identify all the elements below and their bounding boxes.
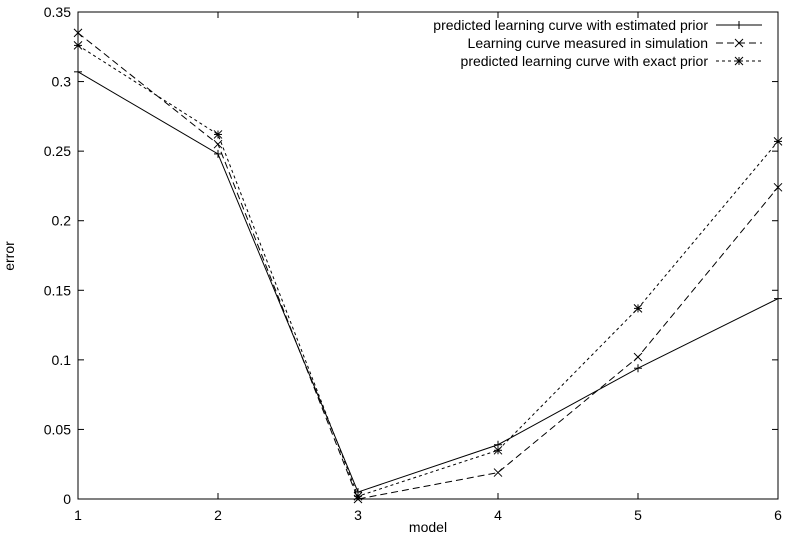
data-point-marker xyxy=(493,468,503,477)
data-point-marker xyxy=(634,364,642,373)
data-point-marker xyxy=(73,28,83,38)
data-point-marker xyxy=(773,182,783,192)
data-point-marker xyxy=(213,130,223,139)
y-tick-label: 0.2 xyxy=(52,213,72,229)
series-line-1 xyxy=(77,71,779,493)
x-tick-label: 3 xyxy=(354,507,362,523)
y-tick-label: 0.3 xyxy=(52,74,72,90)
plot-frame xyxy=(77,11,779,500)
axis-ticks: 0 0.05 0.1 0.15 0.2 0.25 0.3 0.35 1 2 3 4 5 6 xyxy=(44,4,782,523)
series-line-2 xyxy=(77,32,779,500)
legend-label-1: predicted learning curve with estimated … xyxy=(433,17,708,33)
y-tick-label: 0.15 xyxy=(44,282,71,298)
legend-swatch-marker-1 xyxy=(735,21,743,29)
x-tick-label: 2 xyxy=(214,507,222,523)
series-line-3 xyxy=(77,44,779,497)
y-tick-label: 0.1 xyxy=(52,352,72,368)
series-layer xyxy=(73,28,783,504)
y-tick-label: 0.05 xyxy=(44,421,71,437)
data-point-marker xyxy=(493,445,503,455)
x-tick-label: 6 xyxy=(774,507,782,523)
data-point-marker xyxy=(773,137,783,146)
data-point-marker xyxy=(213,139,223,149)
x-tick-label: 4 xyxy=(494,507,502,523)
y-axis-label: error xyxy=(1,241,17,271)
legend-swatch-marker-3 xyxy=(734,56,744,66)
data-point-marker xyxy=(774,294,782,303)
legend: predicted learning curve with estimated … xyxy=(433,17,762,69)
data-point-marker xyxy=(633,352,643,362)
data-point-marker xyxy=(74,67,82,76)
data-point-marker xyxy=(73,41,83,50)
data-point-marker xyxy=(353,491,363,501)
x-axis-label: model xyxy=(409,519,447,535)
y-tick-label: 0.25 xyxy=(44,143,71,159)
data-point-marker xyxy=(214,149,222,158)
legend-swatch-marker-2 xyxy=(734,38,744,48)
x-tick-label: 5 xyxy=(634,507,642,523)
legend-label-3: predicted learning curve with exact prio… xyxy=(461,53,709,69)
data-point-marker xyxy=(633,304,643,313)
legend-label-2: Learning curve measured in simulation xyxy=(468,35,708,51)
y-tick-label: 0.35 xyxy=(44,4,71,20)
y-tick-label: 0 xyxy=(63,491,71,507)
x-tick-label: 1 xyxy=(74,507,82,523)
